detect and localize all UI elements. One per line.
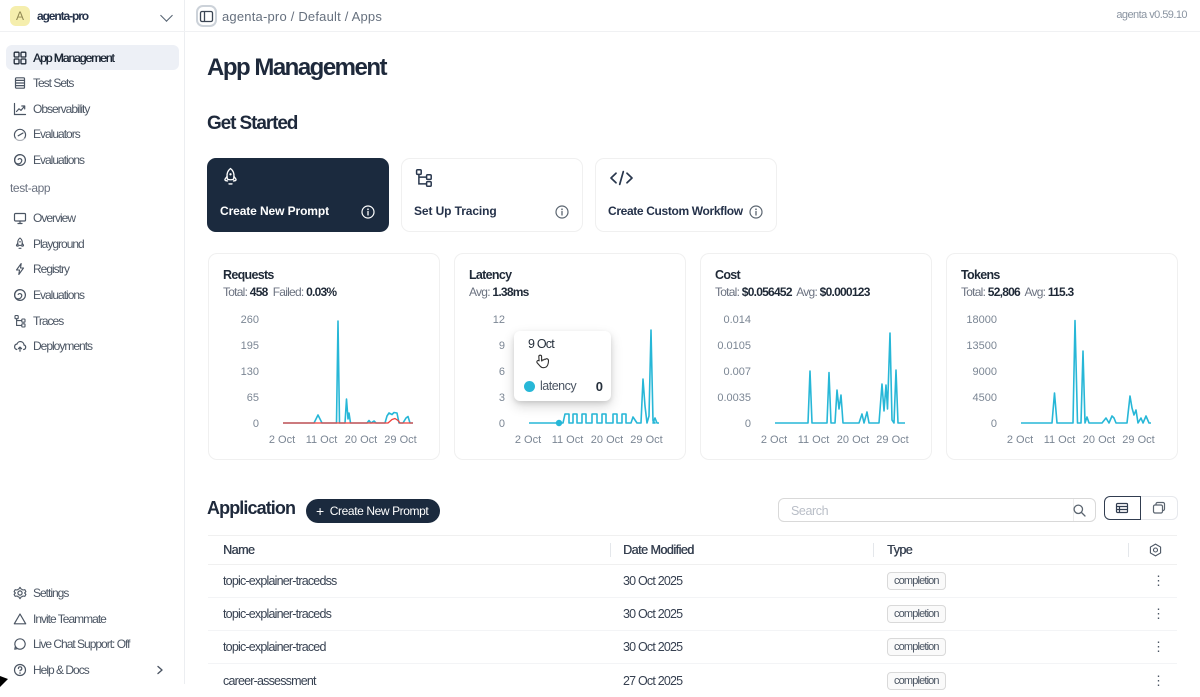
- svg-text:9: 9: [499, 340, 505, 352]
- svg-text:0: 0: [745, 418, 751, 430]
- svg-text:2 Oct: 2 Oct: [761, 434, 787, 446]
- svg-text:6: 6: [499, 366, 505, 378]
- svg-text:2 Oct: 2 Oct: [515, 434, 541, 446]
- svg-text:0.007: 0.007: [723, 366, 751, 378]
- svg-text:3: 3: [499, 392, 505, 404]
- svg-text:18000: 18000: [966, 314, 997, 326]
- svg-text:9000: 9000: [973, 366, 997, 378]
- svg-text:195: 195: [241, 340, 259, 352]
- svg-text:11 Oct: 11 Oct: [798, 434, 830, 446]
- svg-text:20 Oct: 20 Oct: [345, 434, 377, 446]
- svg-text:11 Oct: 11 Oct: [552, 434, 584, 446]
- svg-text:2 Oct: 2 Oct: [1007, 434, 1033, 446]
- svg-text:4500: 4500: [973, 392, 997, 404]
- svg-text:11 Oct: 11 Oct: [1044, 434, 1076, 446]
- svg-text:29 Oct: 29 Oct: [876, 434, 908, 446]
- svg-text:11 Oct: 11 Oct: [306, 434, 338, 446]
- svg-text:13500: 13500: [966, 340, 997, 352]
- svg-text:20 Oct: 20 Oct: [837, 434, 869, 446]
- svg-text:130: 130: [241, 366, 259, 378]
- svg-text:0: 0: [253, 418, 259, 430]
- svg-text:0.0105: 0.0105: [717, 340, 751, 352]
- svg-text:260: 260: [241, 314, 259, 326]
- svg-text:29 Oct: 29 Oct: [384, 434, 416, 446]
- svg-text:12: 12: [493, 314, 505, 326]
- svg-text:0: 0: [991, 418, 997, 430]
- svg-text:20 Oct: 20 Oct: [1083, 434, 1115, 446]
- svg-text:0.014: 0.014: [723, 314, 751, 326]
- svg-text:0: 0: [499, 418, 505, 430]
- svg-text:0.0035: 0.0035: [717, 392, 751, 404]
- svg-text:29 Oct: 29 Oct: [630, 434, 662, 446]
- svg-text:20 Oct: 20 Oct: [591, 434, 623, 446]
- svg-text:2 Oct: 2 Oct: [269, 434, 295, 446]
- svg-text:65: 65: [247, 392, 259, 404]
- svg-text:29 Oct: 29 Oct: [1122, 434, 1154, 446]
